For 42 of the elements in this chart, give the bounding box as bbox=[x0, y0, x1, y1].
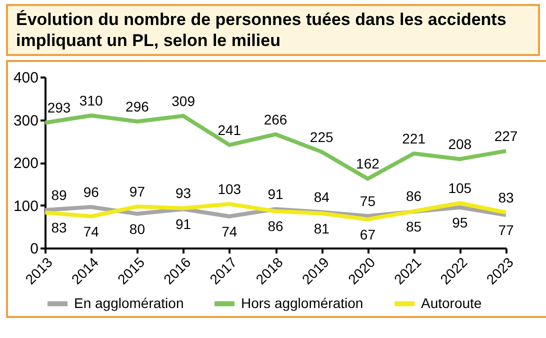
data-label: 81 bbox=[314, 220, 330, 236]
data-label: 241 bbox=[218, 122, 242, 138]
data-label: 86 bbox=[268, 218, 284, 234]
data-label: 91 bbox=[176, 216, 192, 232]
data-label: 74 bbox=[222, 223, 238, 240]
data-label: 74 bbox=[83, 223, 100, 240]
chart-title: Évolution du nombre de personnes tuées dans les accidents impliquant un PL, selon le milieu bbox=[6, 4, 540, 56]
data-label: 91 bbox=[268, 186, 284, 202]
data-label: 83 bbox=[51, 220, 67, 236]
data-label: 77 bbox=[498, 222, 514, 238]
data-label: 309 bbox=[172, 92, 196, 109]
data-label: 95 bbox=[452, 214, 468, 230]
y-tick-label: 200 bbox=[13, 155, 38, 172]
y-tick-label: 300 bbox=[13, 112, 38, 130]
data-label: 83 bbox=[498, 190, 514, 206]
data-label: 75 bbox=[360, 192, 376, 209]
data-label: 103 bbox=[218, 180, 242, 197]
data-label: 89 bbox=[51, 186, 67, 203]
data-label: 266 bbox=[264, 111, 288, 128]
legend-label: Hors agglomération bbox=[241, 294, 364, 311]
data-label: 93 bbox=[176, 185, 192, 202]
legend-label: Autoroute bbox=[421, 294, 482, 311]
data-label: 296 bbox=[126, 98, 150, 114]
legend-label: En agglomération bbox=[74, 294, 184, 311]
data-label: 80 bbox=[129, 220, 146, 237]
data-label: 208 bbox=[448, 136, 472, 152]
data-label: 105 bbox=[448, 180, 472, 196]
y-tick-label: 100 bbox=[13, 198, 38, 215]
data-label: 86 bbox=[406, 188, 422, 204]
data-label: 293 bbox=[47, 100, 71, 116]
data-label: 221 bbox=[402, 130, 426, 147]
data-label: 67 bbox=[360, 226, 376, 242]
data-label: 97 bbox=[129, 184, 146, 200]
y-tick-label: 400 bbox=[13, 70, 38, 86]
data-label: 310 bbox=[79, 92, 103, 108]
data-label: 227 bbox=[494, 128, 518, 144]
data-label: 162 bbox=[356, 156, 380, 172]
data-label: 84 bbox=[314, 189, 330, 206]
data-label: 96 bbox=[83, 184, 100, 200]
data-label: 225 bbox=[310, 128, 334, 145]
data-label: 85 bbox=[406, 218, 422, 235]
y-tick-label: 0 bbox=[30, 240, 38, 258]
